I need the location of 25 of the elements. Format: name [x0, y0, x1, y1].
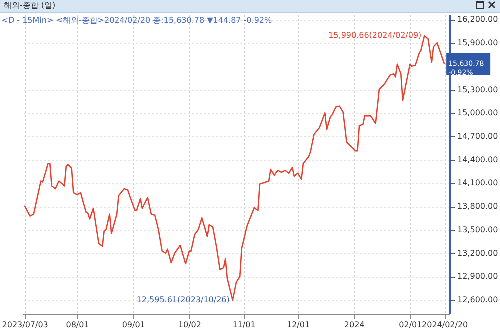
y-tick-label: 14,100.00 [458, 178, 498, 188]
y-tick-label: 16,200.00 [458, 15, 498, 24]
y-tick-label: 12,900.00 [458, 272, 498, 282]
chart-subtitle: <D - 15Min> <해외-종합>2024/02/20 종:15,630.78 ▼144.87 -0.92% [2, 16, 272, 25]
y-tick-label: 13,500.00 [458, 225, 498, 234]
x-tick-label: 11/01 [232, 320, 256, 330]
chart-title: 해외-종합 (일) [4, 1, 56, 10]
x-tick-label: 02/01 [399, 320, 422, 330]
x-tick-label: 12/01 [286, 320, 310, 330]
x-tick-label: 10/02 [178, 320, 202, 330]
y-tick-label: 14,400.00 [458, 155, 498, 164]
x-tick-label: 09/01 [122, 320, 146, 330]
y-tick-label: 13,200.00 [458, 248, 498, 258]
x-tick-label: 2023/07/03 [2, 320, 48, 330]
y-tick-label: 12,600.00 [458, 295, 498, 304]
annotation: 15,990.66(2024/02/09) [328, 30, 422, 40]
annotation: 12,595.61(2023/10/26) [136, 295, 230, 304]
y-tick-label: 14,700.00 [458, 132, 498, 141]
y-tick-label: 13,800.00 [458, 202, 498, 212]
x-tick-label: 2024/02/20 [422, 320, 468, 330]
y-tick-label: 15,900.00 [458, 38, 498, 48]
y-tick-label: 15,300.00 [458, 85, 498, 94]
x-tick-label: 08/01 [66, 320, 90, 330]
y-tick-label: 15,000.00 [458, 108, 498, 118]
x-tick-label: 2024 [344, 320, 365, 330]
